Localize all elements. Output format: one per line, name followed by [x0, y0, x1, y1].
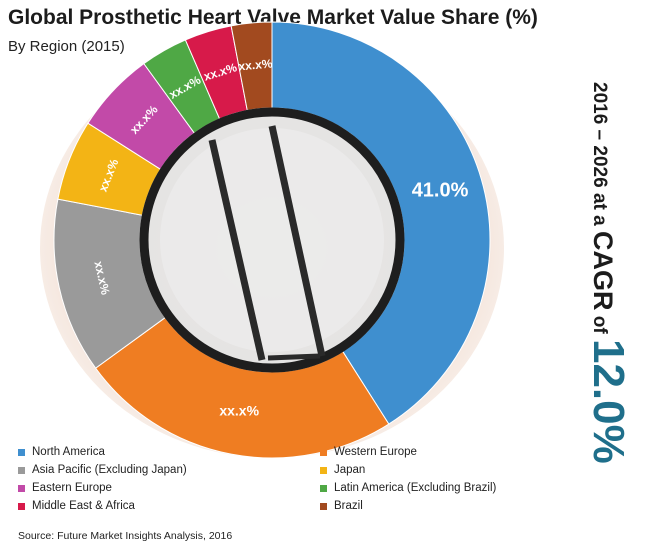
slice-label: xx.x%	[238, 56, 274, 73]
legend-label: Latin America (Excluding Brazil)	[334, 482, 497, 494]
legend-swatch	[18, 448, 25, 456]
legend-label: Asia Pacific (Excluding Japan)	[32, 464, 187, 476]
source-note: Source: Future Market Insights Analysis,…	[18, 530, 233, 542]
legend-item: Western Europe	[320, 446, 417, 458]
legend-swatch	[320, 466, 327, 474]
legend-item: Asia Pacific (Excluding Japan)	[18, 464, 187, 476]
legend-label: Western Europe	[334, 446, 417, 458]
cagr-lead: 2016 – 2026 at a	[589, 82, 610, 226]
legend-label: Japan	[334, 464, 366, 476]
legend-item: Eastern Europe	[18, 482, 112, 494]
legend-swatch	[320, 484, 327, 492]
legend-swatch	[18, 502, 25, 510]
slice-label: 41.0%	[412, 179, 469, 201]
slice-label: xx.x%	[219, 403, 259, 419]
cagr-callout: 2016 – 2026 at a CAGR of 12.0%	[584, 82, 633, 464]
legend-item: Japan	[320, 464, 365, 476]
legend-label: North America	[32, 446, 105, 458]
slice-labels: 41.0%xx.x%xx.x%xx.x%xx.x%xx.x%xx.x% xx.x%	[91, 56, 468, 418]
legend-item: North America	[18, 446, 105, 458]
legend-item: Brazil	[320, 500, 363, 512]
legend-swatch	[18, 466, 25, 474]
legend-label: Eastern Europe	[32, 482, 112, 494]
legend-swatch	[320, 448, 327, 456]
legend-item: Latin America (Excluding Brazil)	[320, 482, 496, 494]
cagr-of: of	[589, 315, 610, 334]
chart-subtitle: By Region (2015)	[8, 38, 125, 55]
donut-slices	[53, 21, 491, 459]
cagr-value: 12.0%	[584, 338, 633, 464]
legend-label: Brazil	[334, 500, 363, 512]
legend-swatch	[320, 502, 327, 510]
cagr-word: CAGR	[588, 230, 618, 311]
legend-swatch	[18, 484, 25, 492]
legend-item: Middle East & Africa	[18, 500, 135, 512]
legend-label: Middle East & Africa	[32, 500, 135, 512]
valve-disc	[139, 107, 405, 373]
chart-title: Global Prosthetic Heart Valve Market Val…	[8, 6, 538, 29]
